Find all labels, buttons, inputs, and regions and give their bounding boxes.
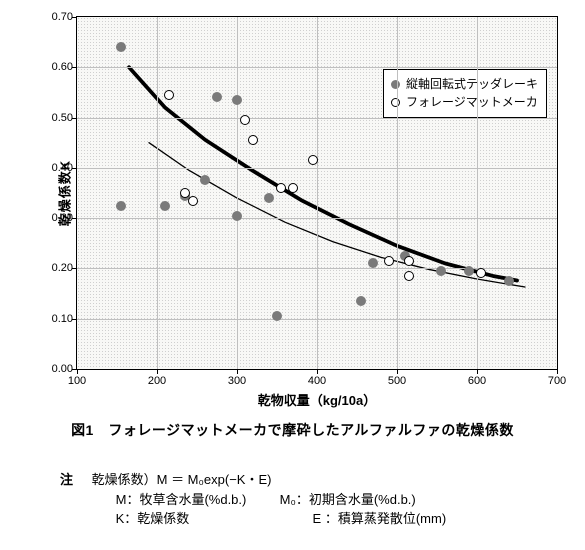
data-point (116, 201, 126, 211)
data-point (232, 95, 242, 105)
data-point (276, 183, 286, 193)
filled-circle-icon (391, 80, 400, 89)
data-point (308, 155, 318, 165)
legend-item-1: 縦軸回転式テッダレーキ (391, 75, 538, 93)
data-point (272, 311, 282, 321)
note-E: E ：積算蒸発散位(mm) (313, 511, 447, 526)
note-M: M：牧草含水量(%d.b.) (116, 492, 247, 507)
note-lead: 注 (60, 470, 88, 490)
note-line1: 乾燥係数）M ＝ M₀exp(−K・E) (92, 472, 272, 487)
open-circle-icon (391, 98, 400, 107)
ytick-label: 0.30 (37, 212, 73, 224)
x-axis-label: 乾物収量（kg/10a） (258, 390, 376, 409)
data-point (476, 268, 486, 278)
data-point (248, 135, 258, 145)
figure-caption: 図1 フォレージマットメーカで摩砕したアルファルファの乾燥係数 (0, 420, 585, 440)
legend-item-2: フォレージマットメーカ (391, 93, 538, 111)
xtick-label: 700 (548, 375, 566, 387)
note-K: K：乾燥係数 (116, 511, 190, 526)
xtick-label: 200 (148, 375, 166, 387)
data-point (164, 90, 174, 100)
ytick-label: 0.70 (37, 11, 73, 23)
xtick-label: 500 (388, 375, 406, 387)
data-point (188, 196, 198, 206)
data-point (232, 211, 242, 221)
chart: 乾燥係数K 乾物収量（kg/10a） 縦軸回転式テッダレーキ フォレージマットメ… (20, 8, 565, 408)
xtick-label: 100 (68, 375, 86, 387)
xtick-label: 300 (228, 375, 246, 387)
ytick-label: 0.60 (37, 61, 73, 73)
legend-label-1: 縦軸回転式テッダレーキ (406, 75, 538, 93)
legend-label-2: フォレージマットメーカ (406, 93, 538, 111)
ytick-label: 0.20 (37, 262, 73, 274)
ytick-label: 0.40 (37, 162, 73, 174)
plot-area: 乾燥係数K 乾物収量（kg/10a） 縦軸回転式テッダレーキ フォレージマットメ… (76, 16, 558, 370)
data-point (368, 258, 378, 268)
data-point (160, 201, 170, 211)
data-point (116, 42, 126, 52)
ytick-label: 0.10 (37, 313, 73, 325)
xtick-label: 400 (308, 375, 326, 387)
ytick-label: 0.50 (37, 112, 73, 124)
data-point (264, 193, 274, 203)
data-point (288, 183, 298, 193)
data-point (464, 266, 474, 276)
xtick-label: 600 (468, 375, 486, 387)
note-M0: M₀：初期含水量(%d.b.) (280, 492, 416, 507)
footnote: 注 乾燥係数）M ＝ M₀exp(−K・E) M：牧草含水量(%d.b.) M₀… (60, 470, 560, 529)
data-point (212, 92, 222, 102)
data-point (404, 256, 414, 266)
data-point (436, 266, 446, 276)
data-point (504, 276, 514, 286)
ytick-label: 0.00 (37, 363, 73, 375)
data-point (356, 296, 366, 306)
data-point (384, 256, 394, 266)
data-point (404, 271, 414, 281)
legend: 縦軸回転式テッダレーキ フォレージマットメーカ (383, 69, 547, 118)
data-point (200, 175, 210, 185)
data-point (240, 115, 250, 125)
